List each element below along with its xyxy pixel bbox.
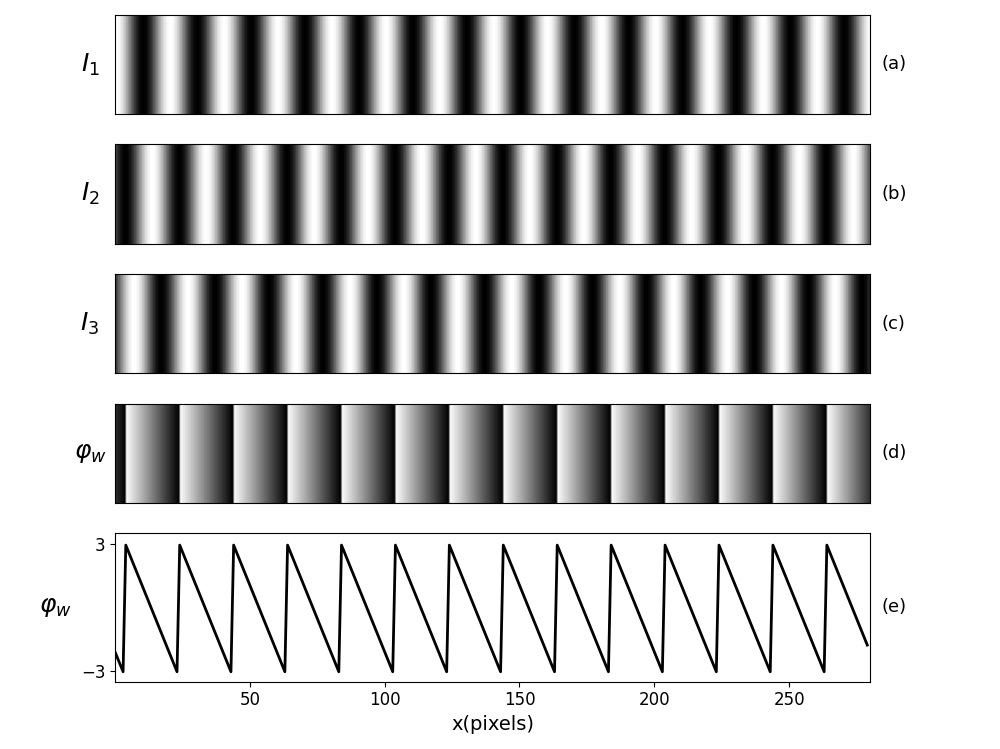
Text: (a): (a)	[881, 55, 906, 73]
Y-axis label: $I_3$: $I_3$	[80, 310, 100, 336]
Text: (e): (e)	[881, 598, 906, 616]
Text: (d): (d)	[881, 444, 907, 462]
Text: (c): (c)	[881, 315, 905, 333]
X-axis label: x(pixels): x(pixels)	[451, 715, 534, 734]
Y-axis label: $I_1$: $I_1$	[81, 52, 99, 78]
Y-axis label: $\varphi_w$: $\varphi_w$	[39, 595, 72, 619]
Y-axis label: $\varphi_w$: $\varphi_w$	[74, 442, 106, 464]
Text: (b): (b)	[881, 185, 907, 203]
Y-axis label: $I_2$: $I_2$	[81, 181, 99, 207]
